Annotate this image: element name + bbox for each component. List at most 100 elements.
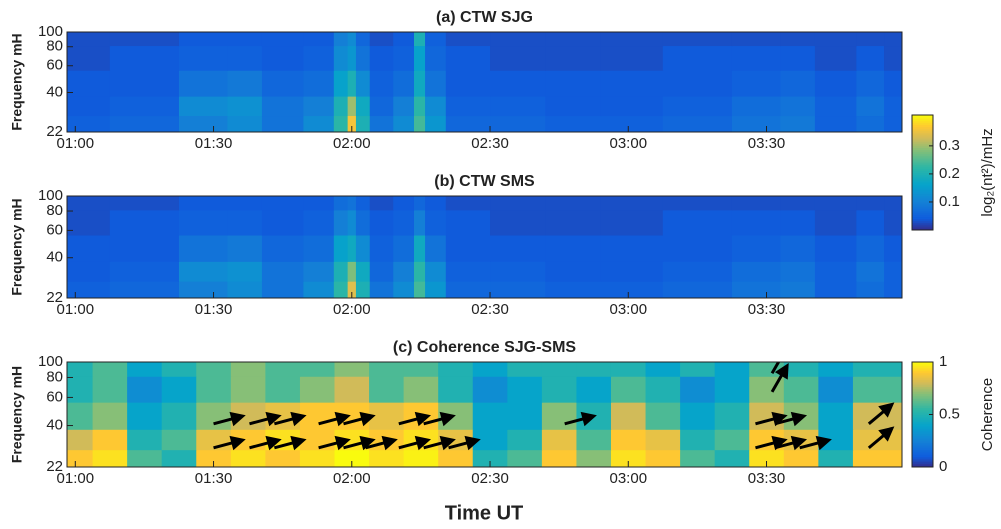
heat-cell [413, 115, 426, 132]
heat-cell [610, 376, 647, 403]
colorbar-swatch [912, 212, 933, 216]
phase-arrow [318, 411, 351, 427]
heat-cell [884, 234, 902, 262]
colorbar-swatch [912, 205, 933, 208]
heat-cell [731, 196, 781, 211]
colorbar-swatch [912, 433, 933, 436]
x-tick-label: 01:00 [57, 135, 95, 152]
heat-cell [472, 402, 508, 430]
colorbar-swatch [912, 141, 933, 145]
colorbar-swatch [912, 388, 933, 391]
colorbar-swatch [912, 170, 933, 173]
heat-cell [600, 70, 664, 97]
heat-cell [814, 45, 857, 71]
heat-cell [261, 32, 304, 47]
heat-cell [196, 402, 232, 430]
heat-cell [600, 209, 664, 236]
heat-cell [731, 115, 781, 132]
heat-cell [852, 362, 902, 377]
heat-cell [490, 281, 546, 298]
heat-cell [818, 376, 854, 403]
colorbar-swatch [912, 446, 933, 449]
colorbar-swatch [912, 203, 933, 206]
heat-cell [445, 45, 491, 71]
heat-cell [818, 429, 854, 451]
heat-cell [67, 234, 111, 262]
heat-cell [884, 115, 902, 132]
heat-cell [884, 196, 902, 211]
colorbar-swatch [912, 453, 933, 456]
heat-cell [393, 70, 415, 97]
heat-cell [545, 32, 602, 47]
colorbar-swatch [912, 367, 933, 370]
phase-arrow [755, 435, 788, 451]
x-tick-label: 03:30 [748, 470, 786, 487]
heat-cell [261, 115, 304, 132]
colorbar-swatch [912, 159, 933, 162]
heat-cell [178, 281, 228, 298]
heat-cell [884, 95, 902, 117]
heat-cell [369, 281, 394, 298]
x-tick-label: 02:00 [333, 135, 371, 152]
colorbar-swatch [912, 423, 933, 426]
colorbar-swatch [912, 440, 933, 443]
heat-cell [472, 449, 508, 467]
heat-cell [347, 196, 357, 211]
y-tick-label: 80 [46, 202, 63, 219]
heat-cell [662, 115, 733, 132]
colorbar-swatch [912, 386, 933, 389]
y-tick-label: 80 [46, 368, 63, 385]
colorbar-swatch [912, 421, 933, 424]
heat-cell [610, 362, 647, 377]
heat-cell [355, 196, 371, 211]
heat-cell [303, 261, 335, 282]
heat-cell [472, 376, 508, 403]
heat-cell [600, 196, 664, 211]
heat-cell [780, 209, 816, 236]
heat-cell [610, 402, 647, 430]
heat-cell [333, 95, 349, 117]
heat-cell [600, 45, 664, 71]
colorbar-swatch [912, 178, 933, 181]
heat-cell [507, 362, 543, 377]
heat-cell [490, 95, 546, 117]
colorbar-swatch [912, 126, 933, 129]
heat-cell [780, 32, 816, 47]
heat-cell [884, 261, 902, 282]
colorbar-swatch [912, 365, 933, 368]
heat-cell [413, 196, 426, 211]
heat-cell [731, 32, 781, 47]
x-tick-label: 02:30 [471, 301, 509, 318]
colorbar-swatch [912, 132, 933, 135]
heat-cell [196, 449, 232, 467]
phase-arrow [799, 435, 832, 451]
heat-cell [67, 196, 111, 211]
heat-cell [425, 261, 447, 282]
plot-frame [66, 195, 903, 299]
heat-cell [355, 95, 371, 117]
heat-cell [445, 281, 491, 298]
heat-cell [393, 281, 415, 298]
colorbar-swatch [912, 463, 933, 466]
heat-cell [545, 115, 602, 132]
colorbar-swatch [912, 120, 933, 124]
heat-cell [600, 281, 664, 298]
heat-cell [303, 281, 335, 298]
heat-cell [425, 234, 447, 262]
colorbar-swatch [912, 228, 933, 231]
heat-cell [714, 449, 750, 467]
heat-cell [178, 70, 228, 97]
heat-cell [662, 45, 733, 71]
heat-cell [600, 32, 664, 47]
heat-cell [369, 115, 394, 132]
heat-cell [600, 115, 664, 132]
heat-cell [67, 281, 111, 298]
heat-cell [67, 449, 94, 467]
colorbar-swatch [912, 174, 933, 177]
heat-cell [818, 449, 854, 467]
heatmap [67, 362, 902, 467]
heat-cell [347, 281, 357, 298]
heat-cell [856, 196, 885, 211]
colorbar-swatch [912, 164, 933, 168]
heat-cell [662, 209, 733, 236]
